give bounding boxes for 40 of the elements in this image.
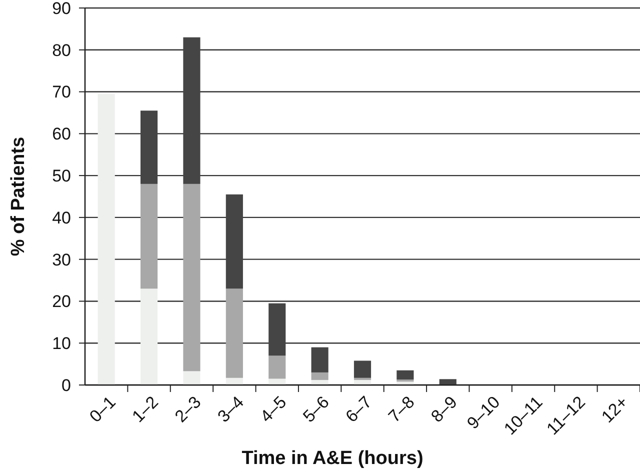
y-tick-label: 70 [52,82,71,102]
x-tick-label: 3–4 [214,392,248,426]
y-tick-label: 90 [52,0,71,18]
x-tick-label: 12+ [598,392,632,426]
bar [268,303,286,356]
y-axis-title: % of Patients [8,136,29,256]
x-tick-label: 6–7 [342,392,376,426]
x-tick-label: 2–3 [171,392,205,426]
y-tick-label: 0 [62,376,71,395]
x-tick-label: 1–2 [128,392,162,426]
bar [183,184,200,372]
y-tick-label: 20 [52,292,71,312]
x-tick-label: 0–1 [86,392,120,426]
y-tick-label: 80 [52,40,71,60]
bar [268,378,286,385]
bar [140,184,158,289]
bar [268,356,286,379]
y-tick-label: 10 [52,334,71,354]
x-tick-label: 8–9 [427,392,461,426]
bar [226,378,243,385]
bar [140,110,158,184]
x-tick-label: 4–5 [256,392,290,426]
y-tick-label: 60 [52,124,71,144]
y-tick-label: 30 [52,250,71,270]
bar [140,288,158,385]
bar [311,347,328,372]
bar [183,37,200,184]
bar [226,194,243,289]
x-tick-label: 7–8 [384,392,418,426]
y-tick-label: 50 [52,166,71,186]
bar [226,288,243,378]
x-axis-title: Time in A&E (hours) [242,448,424,469]
bar [396,370,414,380]
x-tick-label: 5–6 [299,392,333,426]
bar [98,94,115,385]
bar [183,371,200,385]
y-tick-label: 40 [52,208,71,228]
bar [311,372,328,380]
bar [439,379,456,385]
bar [354,360,372,378]
